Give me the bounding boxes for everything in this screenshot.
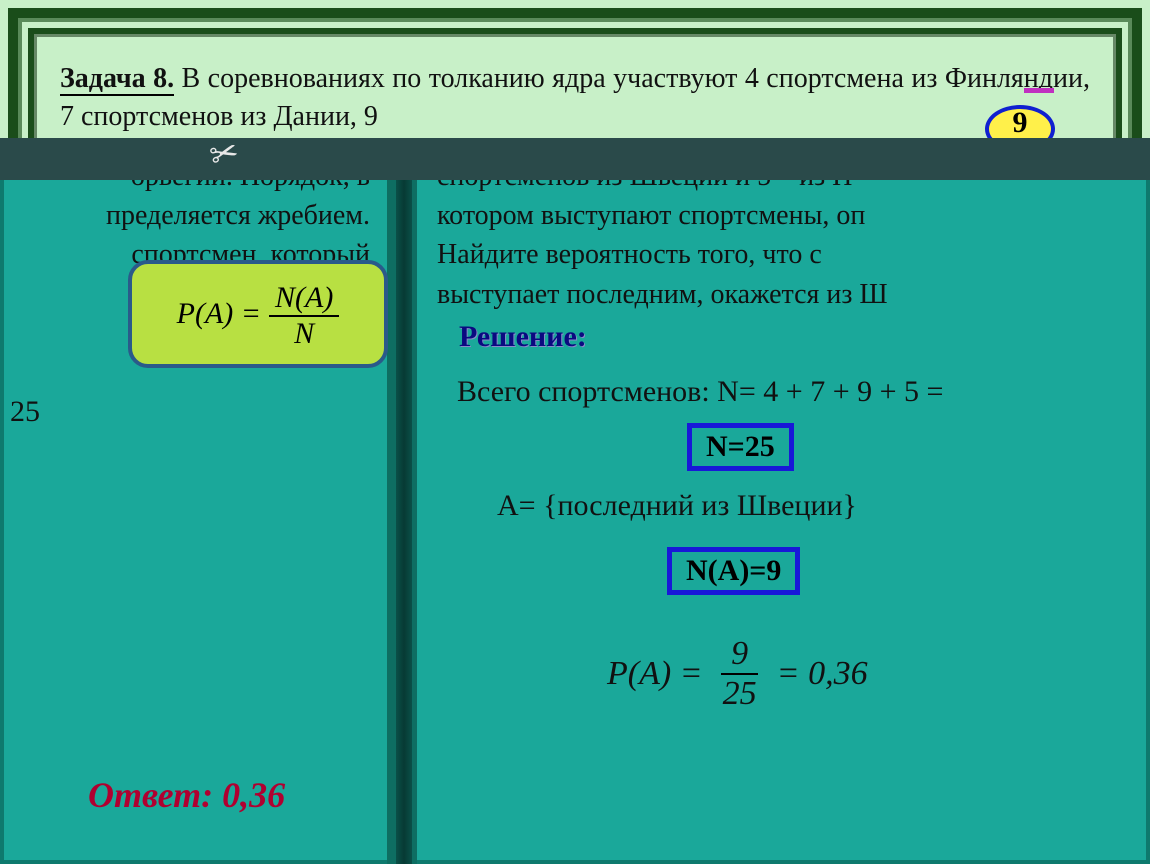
right-line: котором выступают спортсмены, оп [437, 196, 1147, 235]
n-total-box: N=25 [687, 423, 794, 471]
final-numerator: 9 [721, 635, 758, 675]
solution-label: Решение: [459, 320, 587, 354]
page-spread: орвегии. Порядок, в пределяется жребием.… [0, 145, 1150, 864]
right-line: выступает последним, окажется из Ш [437, 275, 1147, 314]
answer-label: Ответ: [88, 775, 213, 815]
left-line: пределяется жребием. [0, 196, 370, 235]
total-athletes-line: Всего спортсменов: N= 4 + 7 + 9 + 5 = [457, 375, 943, 409]
problem-text-top: В соревнованиях по толканию ядра участву… [60, 63, 1090, 132]
right-text-fragment: спортсменов из Швеции и 5 – из Н котором… [437, 157, 1147, 314]
problem-label: Задача 8. [60, 63, 174, 96]
left-page: орвегии. Порядок, в пределяется жребием.… [0, 145, 402, 864]
final-denominator: 25 [713, 675, 767, 713]
final-fraction: 9 25 [713, 635, 767, 713]
left-value-25: 25 [10, 395, 40, 429]
formula-numerator: N(A) [269, 281, 339, 317]
problem-statement: Задача 8. В соревнованиях по толканию яд… [60, 60, 1090, 136]
highlight-circle-value: 9 [989, 106, 1051, 140]
probability-formula-box: P(A) = N(A) N [128, 260, 388, 368]
final-probability-equation: P(A) = 9 25 = 0,36 [607, 635, 868, 713]
answer-line: Ответ: 0,36 [88, 774, 285, 816]
formula-denominator: N [288, 317, 320, 351]
formula-fraction: N(A) N [269, 281, 339, 351]
underline-4-icon [1024, 88, 1054, 93]
final-result: = 0,36 [777, 655, 868, 693]
answer-value: 0,36 [222, 775, 285, 815]
page-gutter [396, 145, 412, 864]
right-page: спортсменов из Швеции и 5 – из Н котором… [402, 145, 1150, 864]
dark-divider-bar [0, 138, 1150, 180]
event-definition-line: A= {последний из Швеции} [497, 489, 857, 523]
formula-lhs: P(A) = [177, 297, 261, 331]
right-line: Найдите вероятность того, что с [437, 235, 1147, 274]
n-of-a-box: N(A)=9 [667, 547, 800, 595]
final-lhs: P(A) = [607, 655, 703, 693]
